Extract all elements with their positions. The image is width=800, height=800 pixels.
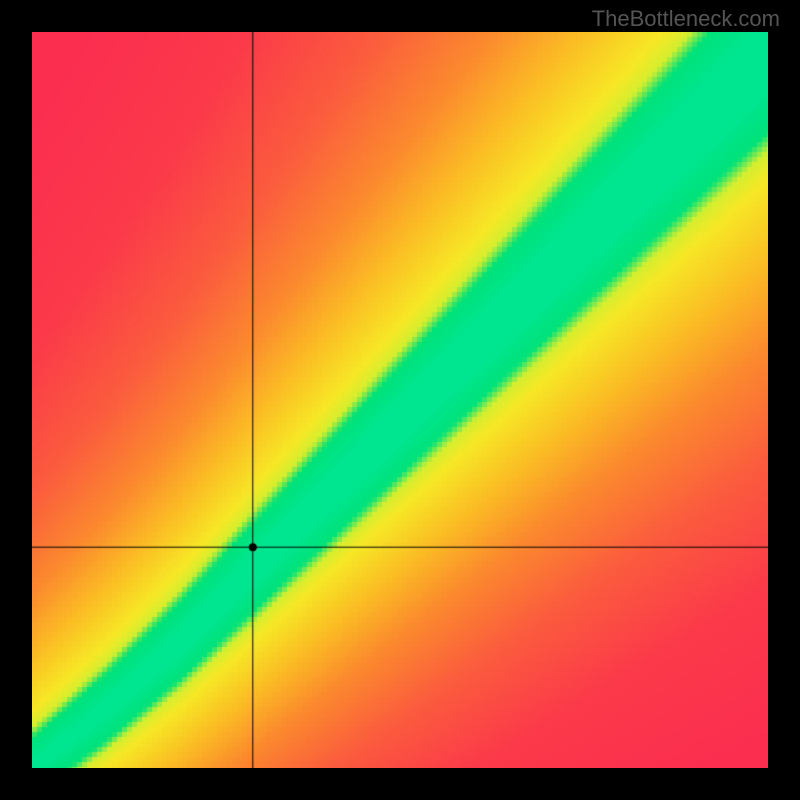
watermark-text: TheBottleneck.com bbox=[592, 6, 780, 32]
chart-container: TheBottleneck.com bbox=[0, 0, 800, 800]
heatmap-plot bbox=[32, 32, 768, 768]
heatmap-canvas bbox=[32, 32, 768, 768]
